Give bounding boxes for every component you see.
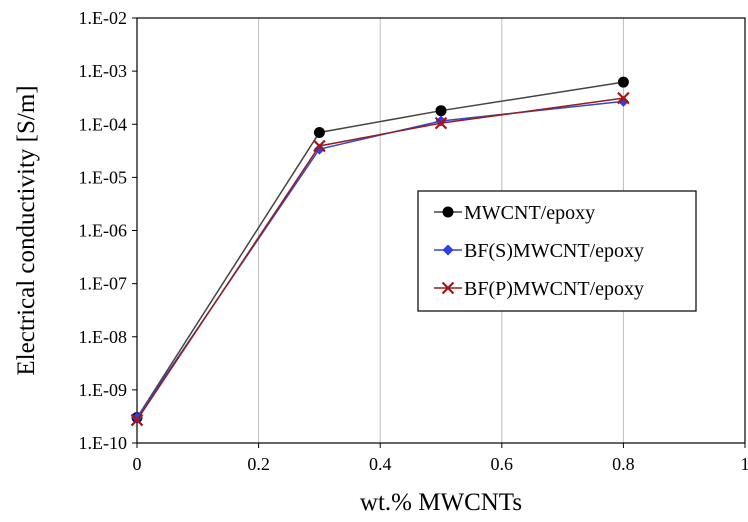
y-tick-label: 1.E-10 [79,433,128,453]
marker-stroke [434,116,448,130]
marker-stroke [130,413,144,427]
legend-item: MWCNT/epoxy [434,202,595,224]
data-point [313,143,325,155]
marker-stroke [313,139,326,153]
x-tick-label: 1 [741,454,748,474]
legend-label: BF(P)MWCNT/epoxy [464,278,644,300]
y-axis-title: Electrical conductivity [S/m] [13,85,40,375]
y-tick-label: 1.E-03 [79,61,128,81]
legend-item: BF(P)MWCNT/epoxy [434,278,644,300]
data-point [435,105,447,117]
data-series [130,76,630,427]
data-point [313,126,325,138]
x-tick-label: 0.2 [247,454,270,474]
series-group [130,91,630,427]
series-line [136,81,624,419]
data-point [313,139,326,153]
y-tick-label: 1.E-09 [79,380,128,400]
y-tick-label: 1.E-05 [79,167,128,187]
y-tick-label: 1.E-08 [79,327,128,347]
data-point [617,91,630,105]
x-tick-label: 0.8 [612,454,635,474]
y-tick-label: 1.E-04 [79,114,128,134]
y-tick-label: 1.E-07 [79,274,128,294]
data-point [130,413,144,427]
x-tick-label: 0.4 [369,454,392,474]
legend-item: BF(S)MWCNT/epoxy [434,240,644,262]
y-tick-label: 1.E-06 [79,221,128,241]
axis-ticks: 0 0.2 0.4 0.6 0.8 1 1.E-02 1.E-03 1.E-04 1.E-05 1.… [79,8,748,474]
marker-stroke [441,281,455,295]
legend-marker [441,281,455,295]
legend-marker [442,206,454,218]
legend-marker [442,244,454,256]
series-line [136,97,624,421]
marker-stroke [617,91,630,105]
legend: MWCNT/epoxy BF(S)MWCNT/epoxy BF(P)MWCNT/ep… [417,190,697,312]
legend-label: BF(S)MWCNT/epoxy [464,240,644,262]
x-axis-title: wt.% MWCNTs [360,489,522,516]
y-tick-label: 1.E-02 [79,8,128,28]
legend-label: MWCNT/epoxy [464,202,595,224]
data-point [434,116,448,130]
data-point [617,76,629,88]
x-tick-label: 0 [133,454,142,474]
legend-box [417,190,697,312]
x-tick-label: 0.6 [491,454,514,474]
